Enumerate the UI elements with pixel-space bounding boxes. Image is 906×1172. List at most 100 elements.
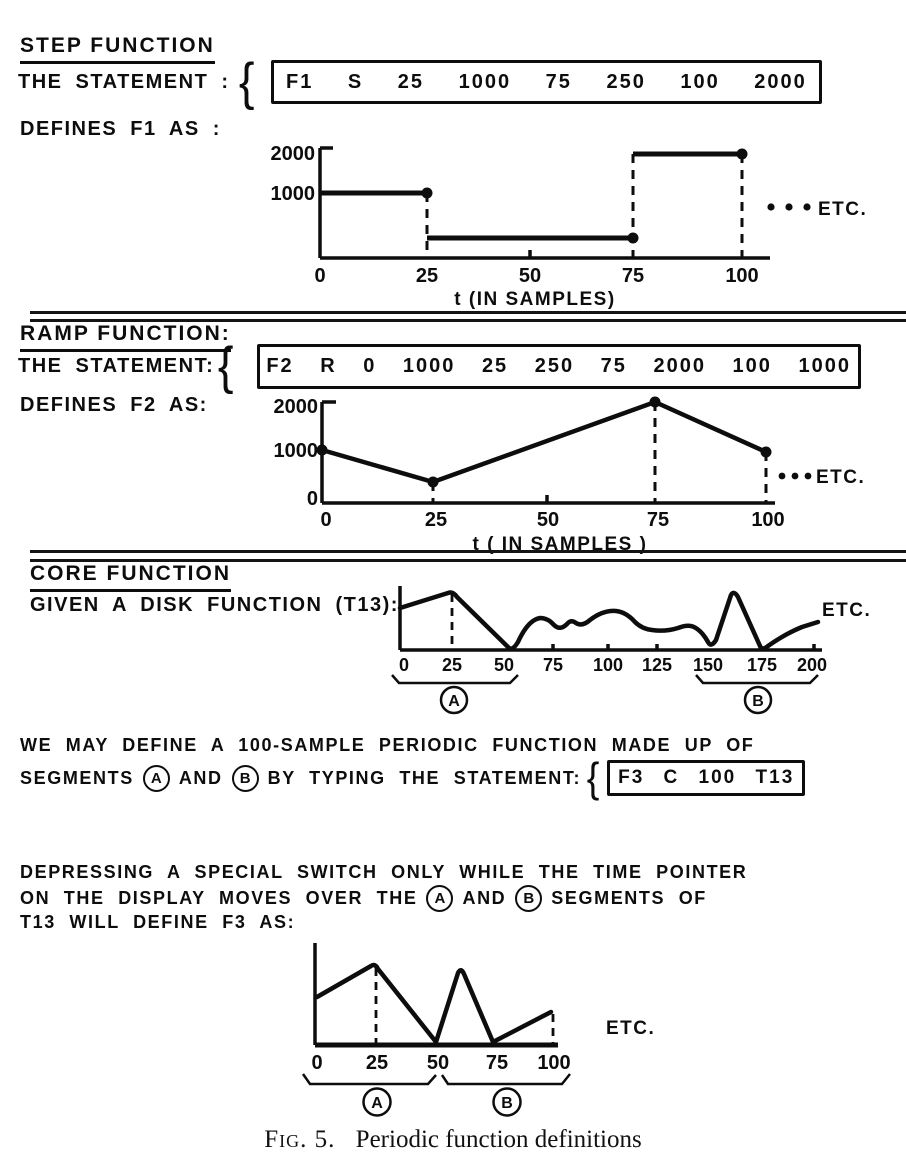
- section-divider: [30, 550, 906, 562]
- f1-point-25: [421, 187, 433, 199]
- step-statement-row: THE STATEMENT : { F1 S 25 1000 75 250 10…: [18, 53, 822, 111]
- switch-line2-suffix: SEGMENTS OF: [551, 887, 707, 908]
- segment-a-circle: [362, 1087, 392, 1117]
- f2-xtick-0: 0: [320, 509, 331, 531]
- section-divider: [30, 311, 906, 322]
- segment-b-circle: [743, 685, 773, 715]
- f3-xtick-25: 25: [366, 1052, 388, 1074]
- f1-x-axis: [320, 250, 770, 260]
- ramp-section-title: RAMP FUNCTION:: [20, 322, 231, 352]
- f1-point-100: [736, 148, 748, 160]
- f2-line: [321, 399, 767, 485]
- switch-paragraph-line1: DEPRESSING A SPECIAL SWITCH ONLY WHILE T…: [20, 862, 748, 882]
- f2-xtick-25: 25: [425, 509, 447, 531]
- and-word: AND: [178, 767, 223, 788]
- f2-point-75: [649, 396, 661, 408]
- f1-etc-label: ETC.: [818, 199, 867, 220]
- ellipsis-dot: [785, 203, 793, 211]
- t13-xtick-150: 150: [693, 655, 723, 675]
- circled-b: B: [231, 764, 259, 792]
- f2-ytick-1000: 1000: [274, 440, 319, 462]
- f2-point-100: [760, 446, 772, 458]
- open-brace: {: [586, 754, 600, 801]
- f3-curve: [314, 962, 554, 1045]
- f3-xtick-100: 100: [537, 1052, 570, 1074]
- and-word: AND: [462, 887, 507, 908]
- f1-step-chart: 2000 1000 0 25 50 75 100 t (IN SAMPLES) …: [271, 143, 867, 310]
- f1-xaxis-label: t (IN SAMPLES): [454, 289, 615, 310]
- f2-point-25: [427, 476, 439, 488]
- t13-xtick-125: 125: [642, 655, 672, 675]
- f3-statement-box: F3 C 100 T13: [607, 760, 806, 796]
- segment-b-bracket: [440, 1073, 571, 1086]
- f2-xtick-75: 75: [647, 509, 669, 531]
- t13-xtick-175: 175: [747, 655, 777, 675]
- switch-paragraph-line2: ON THE DISPLAY MOVES OVER THE A AND B SE…: [20, 884, 707, 912]
- f3-xtick-0: 0: [311, 1052, 322, 1074]
- switch-paragraph-line3: T13 WILL DEFINE F3 AS:: [20, 912, 296, 932]
- open-brace: {: [218, 337, 234, 395]
- t13-xtick-50: 50: [494, 655, 514, 675]
- ellipsis-dot: [791, 472, 799, 480]
- f2-dashed-guides: [431, 402, 768, 503]
- caption-figure-number: Fig. 5.: [264, 1126, 336, 1153]
- t13-curve: [397, 590, 821, 651]
- f2-ramp-chart: 2000 1000 0 0 25 50 75 100 t ( IN SAMPLE…: [274, 396, 865, 555]
- t13-xtick-100: 100: [593, 655, 623, 675]
- f2-ytick-2000: 2000: [274, 396, 319, 418]
- f1-y-axis: [318, 146, 333, 258]
- define-paragraph-line2: SEGMENTS A AND B BY TYPING THE STATEMENT…: [20, 754, 806, 801]
- f1-ytick-1000: 1000: [271, 183, 316, 205]
- segment-a-letter: A: [371, 1095, 383, 1112]
- ellipsis-dot: [803, 203, 811, 211]
- f2-point-0: [316, 444, 328, 456]
- circled-a: A: [426, 884, 454, 912]
- segment-b-letter: B: [752, 693, 764, 710]
- ellipsis-dot: [767, 203, 775, 211]
- f3-etc-label: ETC.: [606, 1018, 655, 1039]
- t13-etc-label: ETC.: [822, 600, 871, 621]
- step-section-title: STEP FUNCTION: [20, 34, 215, 64]
- f1-ytick-2000: 2000: [271, 143, 316, 165]
- f1-xtick-50: 50: [519, 265, 541, 287]
- f3-xtick-75: 75: [486, 1052, 508, 1074]
- f1-point-75: [627, 232, 639, 244]
- t13-xtick-0: 0: [399, 655, 409, 675]
- open-brace: {: [238, 53, 255, 111]
- circled-a: A: [142, 764, 170, 792]
- segment-b-circle: [492, 1087, 522, 1117]
- f1-xtick-25: 25: [416, 265, 438, 287]
- f2-xtick-50: 50: [537, 509, 559, 531]
- t13-xtick-200: 200: [797, 655, 827, 675]
- f3-dashed-guides: [374, 968, 555, 1045]
- ramp-statement-label: THE STATEMENT:: [18, 354, 215, 377]
- switch-line2-prefix: ON THE DISPLAY MOVES OVER THE: [20, 887, 418, 908]
- f2-x-axis: [322, 495, 775, 505]
- ramp-statement-box: F2 R 0 1000 25 250 75 2000 100 1000: [256, 343, 861, 389]
- t13-xtick-75: 75: [543, 655, 563, 675]
- f1-xtick-100: 100: [725, 265, 758, 287]
- f3-chart: 0 25 50 75 100 A B ETC.: [301, 943, 655, 1117]
- ellipsis-dot: [804, 472, 812, 480]
- ramp-statement-row: THE STATEMENT: { F2 R 0 1000 25 250 75 2…: [18, 337, 861, 395]
- circled-b: B: [515, 884, 543, 912]
- segments-word: SEGMENTS: [20, 767, 134, 788]
- ramp-defines-label: DEFINES F2 AS:: [20, 394, 208, 416]
- segment-a-bracket: [301, 1073, 437, 1086]
- caption-text: Periodic function definitions: [355, 1126, 642, 1153]
- segment-a-bracket: [391, 674, 519, 685]
- segment-b-letter: B: [501, 1095, 513, 1112]
- segment-a-circle: [439, 685, 469, 715]
- core-given-label: GIVEN A DISK FUNCTION (T13):: [30, 594, 399, 616]
- define-paragraph-line1: WE MAY DEFINE A 100-SAMPLE PERIODIC FUNC…: [20, 735, 755, 755]
- typing-statement-text: BY TYPING THE STATEMENT:: [267, 767, 582, 788]
- segment-a-letter: A: [448, 693, 460, 710]
- f1-dashed-guides: [425, 154, 744, 258]
- f3-xtick-50: 50: [427, 1052, 449, 1074]
- f1-xtick-0: 0: [314, 265, 325, 287]
- segment-b-bracket: [695, 674, 819, 685]
- f2-etc-label: ETC.: [816, 467, 865, 488]
- t13-xtick-25: 25: [442, 655, 462, 675]
- ellipsis-dot: [778, 472, 786, 480]
